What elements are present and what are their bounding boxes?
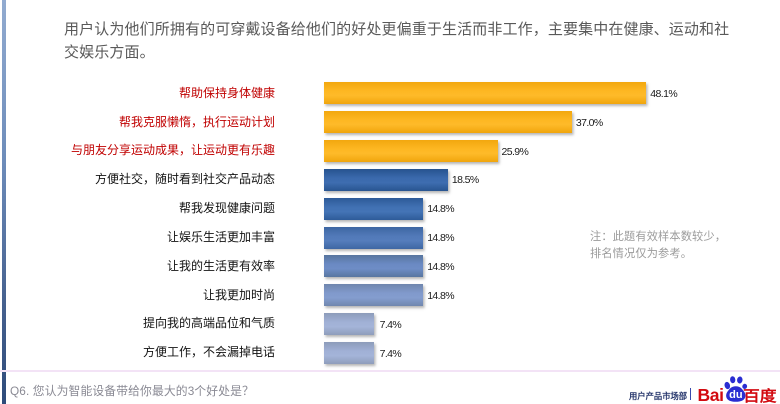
svg-text:du: du	[729, 389, 742, 401]
